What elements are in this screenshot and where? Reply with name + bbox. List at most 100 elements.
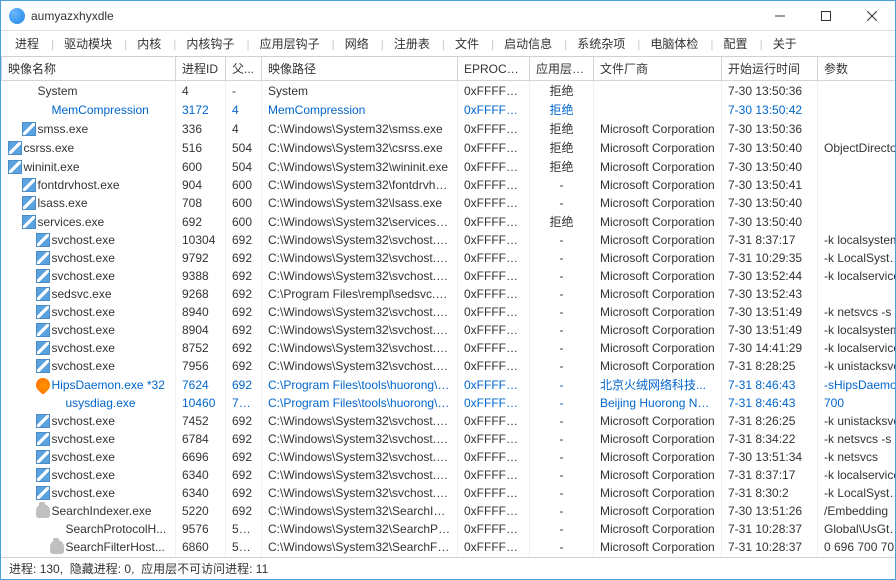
process-args: -k unistacksvc. xyxy=(818,357,896,375)
table-row[interactable]: svchost.exe6784692C:\Windows\System32\sv… xyxy=(2,430,896,448)
table-row[interactable]: HipsDaemon.exe *327624692C:\Program File… xyxy=(2,375,896,394)
process-ppid: 5220 xyxy=(226,520,262,538)
maximize-button[interactable] xyxy=(803,1,849,30)
process-pid: 904 xyxy=(176,176,226,194)
menu-item-8[interactable]: 启动信息 xyxy=(496,32,560,55)
process-args xyxy=(818,212,896,231)
process-access: - xyxy=(530,176,594,194)
table-row[interactable]: usysdiag.exe104607624C:\Program Files\to… xyxy=(2,394,896,412)
process-ppid: 692 xyxy=(226,303,262,321)
process-icon xyxy=(36,251,50,265)
process-name: fontdrvhost.exe xyxy=(38,178,120,192)
menu-item-3[interactable]: 内核钩子 xyxy=(178,32,242,55)
table-row[interactable]: svchost.exe8904692C:\Windows\System32\sv… xyxy=(2,321,896,339)
process-access: 拒绝 xyxy=(530,100,594,119)
column-header-6[interactable]: 文件厂商 xyxy=(594,57,722,81)
menu-item-10[interactable]: 电脑体检 xyxy=(642,32,706,55)
process-args: -k unistacksvc. xyxy=(818,412,896,430)
process-time: 7-30 13:50:41 xyxy=(722,176,818,194)
process-pid: 600 xyxy=(176,157,226,176)
column-header-7[interactable]: 开始运行时间 xyxy=(722,57,818,81)
table-row[interactable]: svchost.exe10304692C:\Windows\System32\s… xyxy=(2,231,896,249)
process-pid: 6784 xyxy=(176,430,226,448)
menu-separator: | xyxy=(710,37,713,51)
table-row[interactable]: SearchIndexer.exe5220692C:\Windows\Syste… xyxy=(2,502,896,520)
process-eprocess: 0xFFFFB... xyxy=(458,430,530,448)
table-row[interactable]: svchost.exe5104692C:\Windows\System32\sv… xyxy=(2,556,896,557)
process-vendor xyxy=(594,81,722,101)
table-header-row: 映像名称进程ID父...映像路径EPROCESS应用层访...文件厂商开始运行时… xyxy=(2,57,896,81)
table-row[interactable]: smss.exe3364C:\Windows\System32\smss.exe… xyxy=(2,119,896,138)
process-eprocess: 0xFFFFB... xyxy=(458,412,530,430)
table-row[interactable]: MemCompression31724MemCompression0xFFFFB… xyxy=(2,100,896,119)
table-row[interactable]: svchost.exe9388692C:\Windows\System32\sv… xyxy=(2,267,896,285)
column-header-5[interactable]: 应用层访... xyxy=(530,57,594,81)
process-ppid: 692 xyxy=(226,249,262,267)
process-eprocess: 0xFFFFB... xyxy=(458,303,530,321)
process-args: -k LocalSystem. xyxy=(818,249,896,267)
process-args: -k localservice. xyxy=(818,267,896,285)
process-args: -k localsystem. xyxy=(818,321,896,339)
process-access: - xyxy=(530,538,594,556)
process-name: System xyxy=(38,84,78,98)
table-row[interactable]: svchost.exe7956692C:\Windows\System32\sv… xyxy=(2,357,896,375)
table-row[interactable]: svchost.exe6340692C:\Windows\System32\sv… xyxy=(2,484,896,502)
process-time: 7-30 13:50:40 xyxy=(722,138,818,157)
column-header-4[interactable]: EPROCESS xyxy=(458,57,530,81)
menu-item-5[interactable]: 网络 xyxy=(337,32,377,55)
process-time: 7-31 8:34:22 xyxy=(722,430,818,448)
table-row[interactable]: sedsvc.exe9268692C:\Program Files\rempl\… xyxy=(2,285,896,303)
table-row[interactable]: svchost.exe8940692C:\Windows\System32\sv… xyxy=(2,303,896,321)
process-access: - xyxy=(530,249,594,267)
process-vendor: Microsoft Corporation xyxy=(594,231,722,249)
process-name: svchost.exe xyxy=(52,269,115,283)
process-name: svchost.exe xyxy=(52,486,115,500)
table-row[interactable]: svchost.exe9792692C:\Windows\System32\sv… xyxy=(2,249,896,267)
process-path: C:\Windows\System32\SearchFilte... xyxy=(262,538,458,556)
process-pid: 5220 xyxy=(176,502,226,520)
menu-item-11[interactable]: 配置 xyxy=(716,32,756,55)
process-vendor: Microsoft Corporation xyxy=(594,466,722,484)
table-row[interactable]: svchost.exe8752692C:\Windows\System32\sv… xyxy=(2,339,896,357)
column-header-0[interactable]: 映像名称 xyxy=(2,57,176,81)
process-table-container[interactable]: 映像名称进程ID父...映像路径EPROCESS应用层访...文件厂商开始运行时… xyxy=(1,57,895,557)
table-row[interactable]: SearchFilterHost...68605220C:\Windows\Sy… xyxy=(2,538,896,556)
menu-item-6[interactable]: 注册表 xyxy=(386,32,438,55)
minimize-button[interactable] xyxy=(757,1,803,30)
process-icon xyxy=(36,287,50,301)
process-path: C:\Windows\System32\svchost.exe xyxy=(262,466,458,484)
menu-item-1[interactable]: 驱动模块 xyxy=(56,32,120,55)
table-row[interactable]: SearchProtocolH...95765220C:\Windows\Sys… xyxy=(2,520,896,538)
process-path: C:\Windows\System32\services.exe xyxy=(262,212,458,231)
column-header-2[interactable]: 父... xyxy=(226,57,262,81)
process-args xyxy=(818,100,896,119)
close-button[interactable] xyxy=(849,1,895,30)
table-row[interactable]: System4-System0xFFFFB...拒绝7-30 13:50:36 xyxy=(2,81,896,101)
process-eprocess: 0xFFFFB... xyxy=(458,267,530,285)
table-row[interactable]: svchost.exe7452692C:\Windows\System32\sv… xyxy=(2,412,896,430)
table-row[interactable]: svchost.exe6696692C:\Windows\System32\sv… xyxy=(2,448,896,466)
menu-item-0[interactable]: 进程 xyxy=(7,32,47,55)
column-header-3[interactable]: 映像路径 xyxy=(262,57,458,81)
menu-item-7[interactable]: 文件 xyxy=(447,32,487,55)
table-row[interactable]: wininit.exe600504C:\Windows\System32\win… xyxy=(2,157,896,176)
process-access: - xyxy=(530,520,594,538)
process-name: sedsvc.exe xyxy=(52,287,112,301)
column-header-8[interactable]: 参数 xyxy=(818,57,896,81)
menu-item-4[interactable]: 应用层钩子 xyxy=(252,32,328,55)
menu-item-2[interactable]: 内核 xyxy=(129,32,169,55)
process-ppid: 692 xyxy=(226,285,262,303)
process-path: C:\Program Files\tools\huorong\H... xyxy=(262,394,458,412)
menu-item-12[interactable]: 关于 xyxy=(765,32,805,55)
menu-item-9[interactable]: 系统杂项 xyxy=(569,32,633,55)
process-eprocess: 0xFFFFB... xyxy=(458,502,530,520)
table-row[interactable]: csrss.exe516504C:\Windows\System32\csrss… xyxy=(2,138,896,157)
column-header-1[interactable]: 进程ID xyxy=(176,57,226,81)
table-row[interactable]: svchost.exe6340692C:\Windows\System32\sv… xyxy=(2,466,896,484)
status-procs-value: 130, xyxy=(40,562,63,576)
process-access: - xyxy=(530,231,594,249)
table-row[interactable]: fontdrvhost.exe904600C:\Windows\System32… xyxy=(2,176,896,194)
table-row[interactable]: lsass.exe708600C:\Windows\System32\lsass… xyxy=(2,194,896,212)
process-vendor: Microsoft Corporation xyxy=(594,556,722,557)
table-row[interactable]: services.exe692600C:\Windows\System32\se… xyxy=(2,212,896,231)
